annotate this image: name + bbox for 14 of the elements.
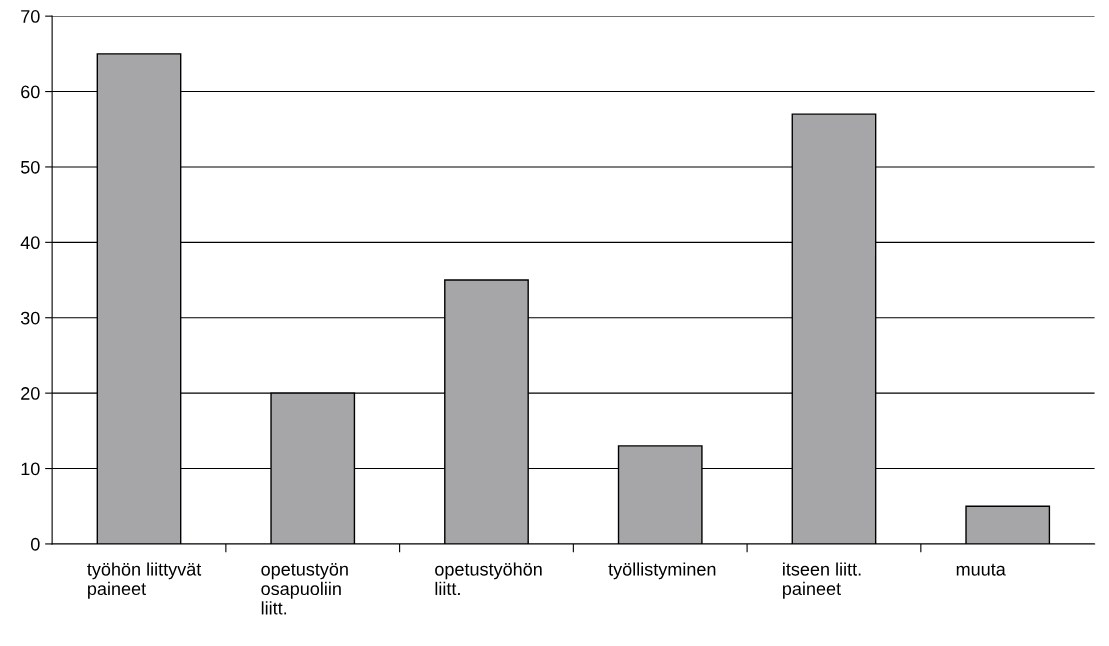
y-tick-label: 0	[30, 537, 40, 551]
x-tick-label: muuta	[956, 563, 1006, 576]
y-tick-label: 30	[20, 311, 40, 325]
y-tick-label: 70	[21, 10, 40, 23]
y-tick-label: 50	[20, 160, 40, 174]
y-tick-label: 40	[20, 236, 40, 250]
y-tick-label: 20	[21, 387, 40, 400]
x-tick-label: työllistyminen	[608, 562, 716, 580]
y-tick-label: 60	[21, 85, 40, 99]
x-tick-label: opetustyön osapuoliin liitt.	[261, 563, 348, 615]
x-tick-label: opetustyöhön liitt.	[435, 562, 542, 596]
x-tick-label: itseen liitt. paineet	[783, 562, 861, 599]
x-tick-label: työhön liittyvät paineet	[87, 562, 202, 599]
y-tick-label: 10	[21, 462, 40, 476]
